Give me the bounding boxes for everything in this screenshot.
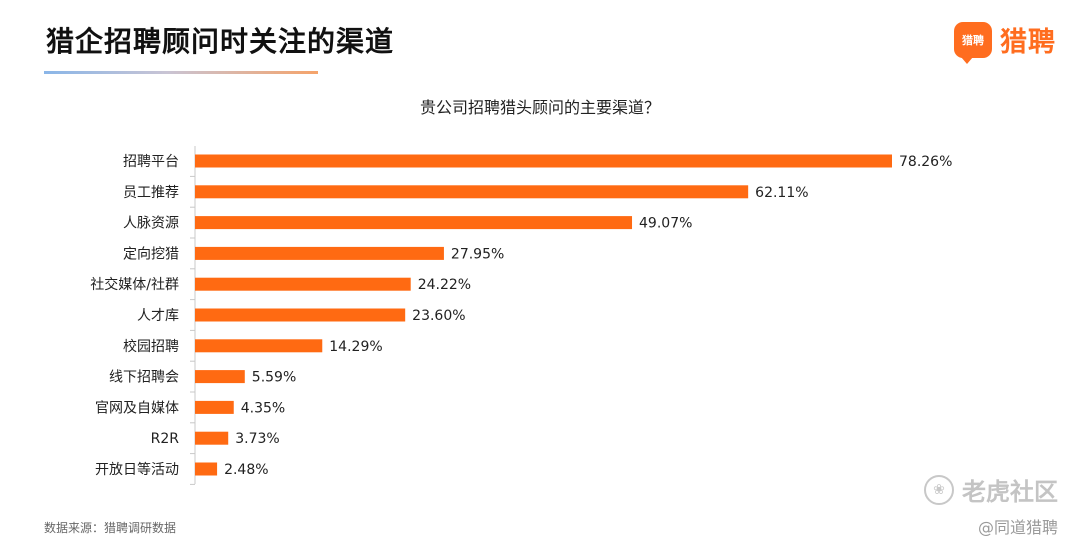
category-label: R2R [151, 431, 180, 447]
bar [195, 431, 229, 445]
chart-title: 贵公司招聘猎头顾问的主要渠道？ [419, 98, 660, 117]
watermark-handle: @同道猎聘 [977, 518, 1058, 537]
category-label: 员工推荐 [123, 185, 179, 201]
category-label: 开放日等活动 [95, 461, 179, 478]
bar-value-label: 78.26% [899, 154, 952, 170]
watermark-logo-icon: ❀ [924, 474, 954, 505]
category-label: 线下招聘会 [109, 370, 179, 386]
bar-value-label: 5.59% [252, 370, 296, 386]
bar [195, 339, 323, 353]
bar [195, 277, 411, 291]
brand-logo-icon: 猎聘 [954, 21, 992, 64]
bar-value-label: 24.22% [418, 277, 471, 293]
bar-value-label: 27.95% [451, 246, 504, 262]
category-label: 招聘平台 [123, 154, 179, 170]
watermark: ❀ 老虎社区 [924, 472, 1058, 507]
category-label: 人脉资源 [123, 216, 179, 232]
data-source: 数据来源：猎聘调研数据 [44, 521, 177, 535]
bar [195, 370, 245, 384]
brand-name: 猎聘 [1000, 27, 1056, 58]
page-title: 猎企招聘顾问时关注的渠道 [46, 25, 395, 58]
category-label: 校园招聘 [123, 338, 179, 355]
bar-value-label: 62.11% [755, 185, 808, 201]
bar-value-label: 4.35% [241, 400, 285, 416]
bar [195, 462, 218, 476]
category-label: 人才库 [137, 308, 179, 324]
bar-value-label: 23.60% [412, 308, 465, 324]
category-label: 定向挖猎 [123, 246, 179, 262]
category-label: 社交媒体/社群 [90, 276, 179, 293]
bar-value-label: 2.48% [224, 462, 268, 478]
brand: 猎聘 猎聘 [954, 20, 1056, 64]
title-underline [44, 71, 318, 74]
bar-value-label: 49.07% [639, 216, 692, 232]
bar [195, 216, 633, 230]
bar [195, 246, 444, 260]
bar-value-label: 3.73% [235, 431, 279, 447]
bar [195, 400, 234, 414]
category-label: 官网及自媒体 [95, 400, 179, 416]
bar-value-label: 14.29% [329, 339, 382, 355]
bar [195, 154, 892, 168]
watermark-text: 老虎社区 [962, 478, 1058, 506]
bar [195, 185, 749, 199]
bar [195, 308, 406, 322]
